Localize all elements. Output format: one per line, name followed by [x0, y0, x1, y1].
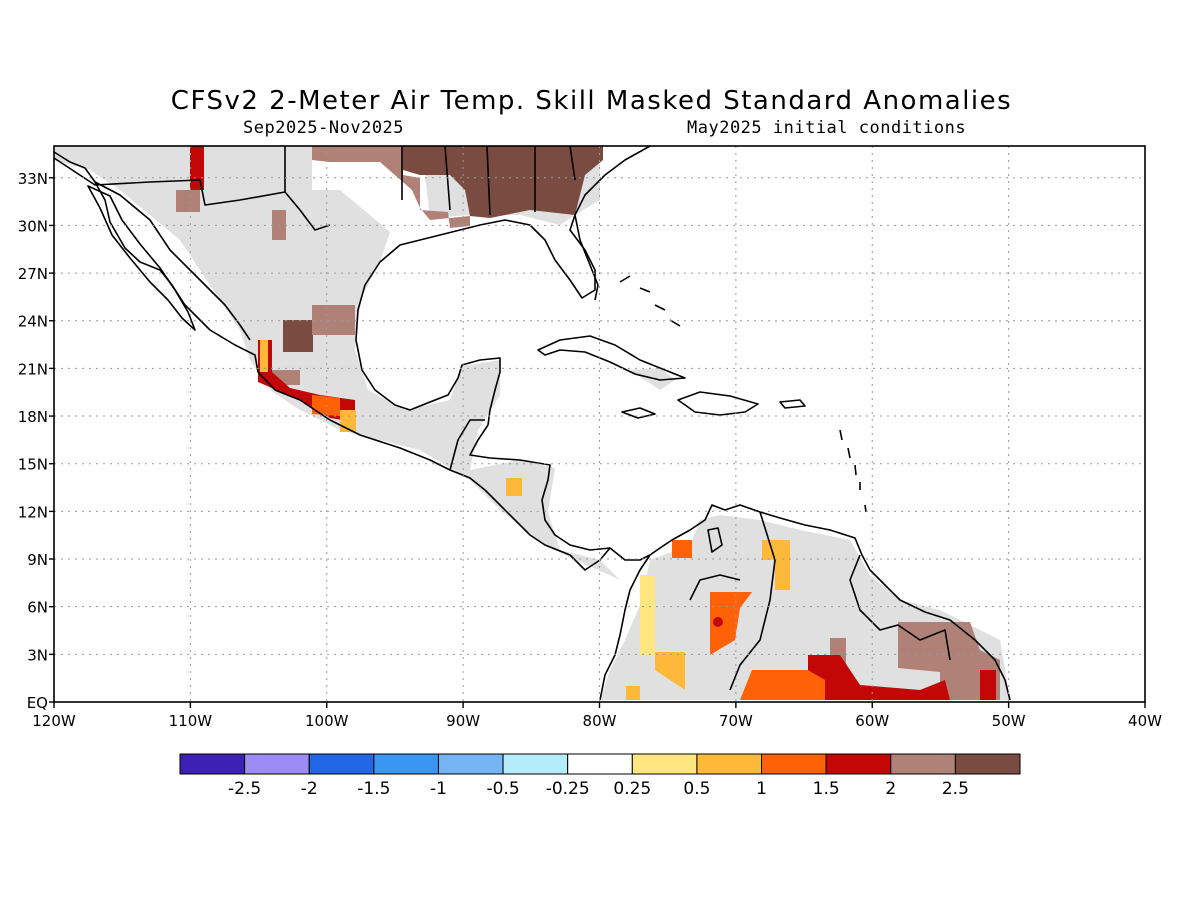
colorbar-swatch [567, 753, 633, 775]
lat-tick-label: 27N [18, 265, 48, 283]
longitude-ticks: 120W 110W 100W 90W 80W 70W 60W 50W 40W [32, 702, 1162, 730]
colorbar-swatch [890, 753, 956, 775]
colorbar-label: -2.5 [228, 779, 261, 799]
lat-tick-label: 24N [18, 313, 48, 331]
colorbar-swatch [437, 753, 504, 775]
anomaly-patch-n-brazil [808, 655, 950, 700]
anomaly-patch-pacific-colombia [640, 575, 655, 655]
colorbar-label: -0.5 [486, 779, 519, 799]
colorbar-label: 2.5 [942, 779, 969, 799]
colorbar-swatch [179, 753, 246, 775]
anomaly-patch-mexico-plateau [312, 305, 355, 335]
anomaly-patch-sw-us [176, 190, 200, 212]
anomaly-patch-colombia-orange [710, 592, 752, 655]
lon-tick-label: 100W [305, 712, 349, 730]
colorbar-label: 1 [756, 779, 767, 799]
anomaly-patch-venezuela-orange [672, 540, 692, 558]
colorbar-swatch [761, 753, 827, 775]
colorbar: -2.5 -2 -1.5 -1 -0.5 -0.25 0.25 0.5 1 1.5 2 2.5 [179, 753, 1021, 799]
anomaly-patch-south-us [312, 146, 470, 228]
colorbar-label: -1 [430, 779, 447, 799]
lat-tick-label: 3N [27, 646, 48, 664]
colorbar-swatch [308, 753, 375, 775]
lat-tick-label: 15N [18, 456, 48, 474]
lon-tick-label: 80W [583, 712, 617, 730]
lat-tick-label: 21N [18, 360, 48, 378]
coastlines-and-borders [53, 145, 1011, 701]
lat-tick-label: 12N [18, 503, 48, 521]
anomaly-patch-orinoco [762, 540, 790, 590]
lon-tick-label: 110W [169, 712, 213, 730]
anomaly-patch-central-mexico [283, 320, 313, 352]
lon-tick-label: 50W [992, 712, 1026, 730]
anomaly-patch-baja-red [190, 146, 204, 190]
anomaly-patch-honduras [506, 478, 522, 496]
colorbar-label: -2 [301, 779, 318, 799]
anomaly-point-colombia [713, 617, 723, 627]
anomaly-patch-se-us [403, 146, 603, 218]
colorbar-swatch [954, 753, 1021, 775]
colorbar-label: -1.5 [357, 779, 390, 799]
colorbar-swatch [696, 753, 763, 775]
colorbar-label: 1.5 [813, 779, 840, 799]
forecast-period: Sep2025-Nov2025 [243, 118, 405, 138]
colorbar-swatch [502, 753, 569, 775]
colorbar-swatch [631, 753, 698, 775]
anomaly-shading [176, 146, 1000, 700]
lat-tick-label: 6N [27, 599, 48, 617]
lat-tick-label: 30N [18, 217, 48, 235]
anomaly-patch-guianas [898, 622, 1000, 700]
lon-tick-label: 60W [855, 712, 889, 730]
lat-tick-label: 9N [27, 551, 48, 569]
anomaly-patch-french-guiana [980, 670, 996, 700]
anomaly-patch-mexico-light-orange [260, 340, 356, 432]
anomaly-patch-amazon-orange [740, 670, 825, 700]
latitude-ticks: EQ 3N 6N 9N 12N 15N 18N 21N 24N 27N 30N 33N [18, 170, 54, 712]
lat-tick-label: 18N [18, 408, 48, 426]
colorbar-swatch [244, 753, 310, 775]
map-panel [53, 145, 1146, 703]
colorbar-swatch [825, 753, 892, 775]
lat-tick-label: EQ [27, 694, 48, 712]
graticule [54, 146, 1145, 702]
anomaly-patch-mexico-south-orange [312, 395, 340, 416]
colorbar-swatch [373, 753, 439, 775]
lon-tick-label: 120W [32, 712, 76, 730]
lat-tick-label: 33N [18, 170, 48, 188]
colorbar-label: 0.25 [613, 779, 651, 799]
lon-tick-label: 70W [719, 712, 753, 730]
initial-conditions: May2025 initial conditions [687, 118, 967, 138]
lon-tick-label: 40W [1128, 712, 1162, 730]
anomaly-patch-colombia-light-orange [626, 652, 685, 700]
lon-tick-label: 90W [446, 712, 480, 730]
colorbar-label: -0.25 [546, 779, 590, 799]
colorbar-label: 0.5 [683, 779, 710, 799]
figure-title: CFSv2 2-Meter Air Temp. Skill Masked Sta… [170, 86, 1013, 116]
colorbar-label: 2 [885, 779, 896, 799]
